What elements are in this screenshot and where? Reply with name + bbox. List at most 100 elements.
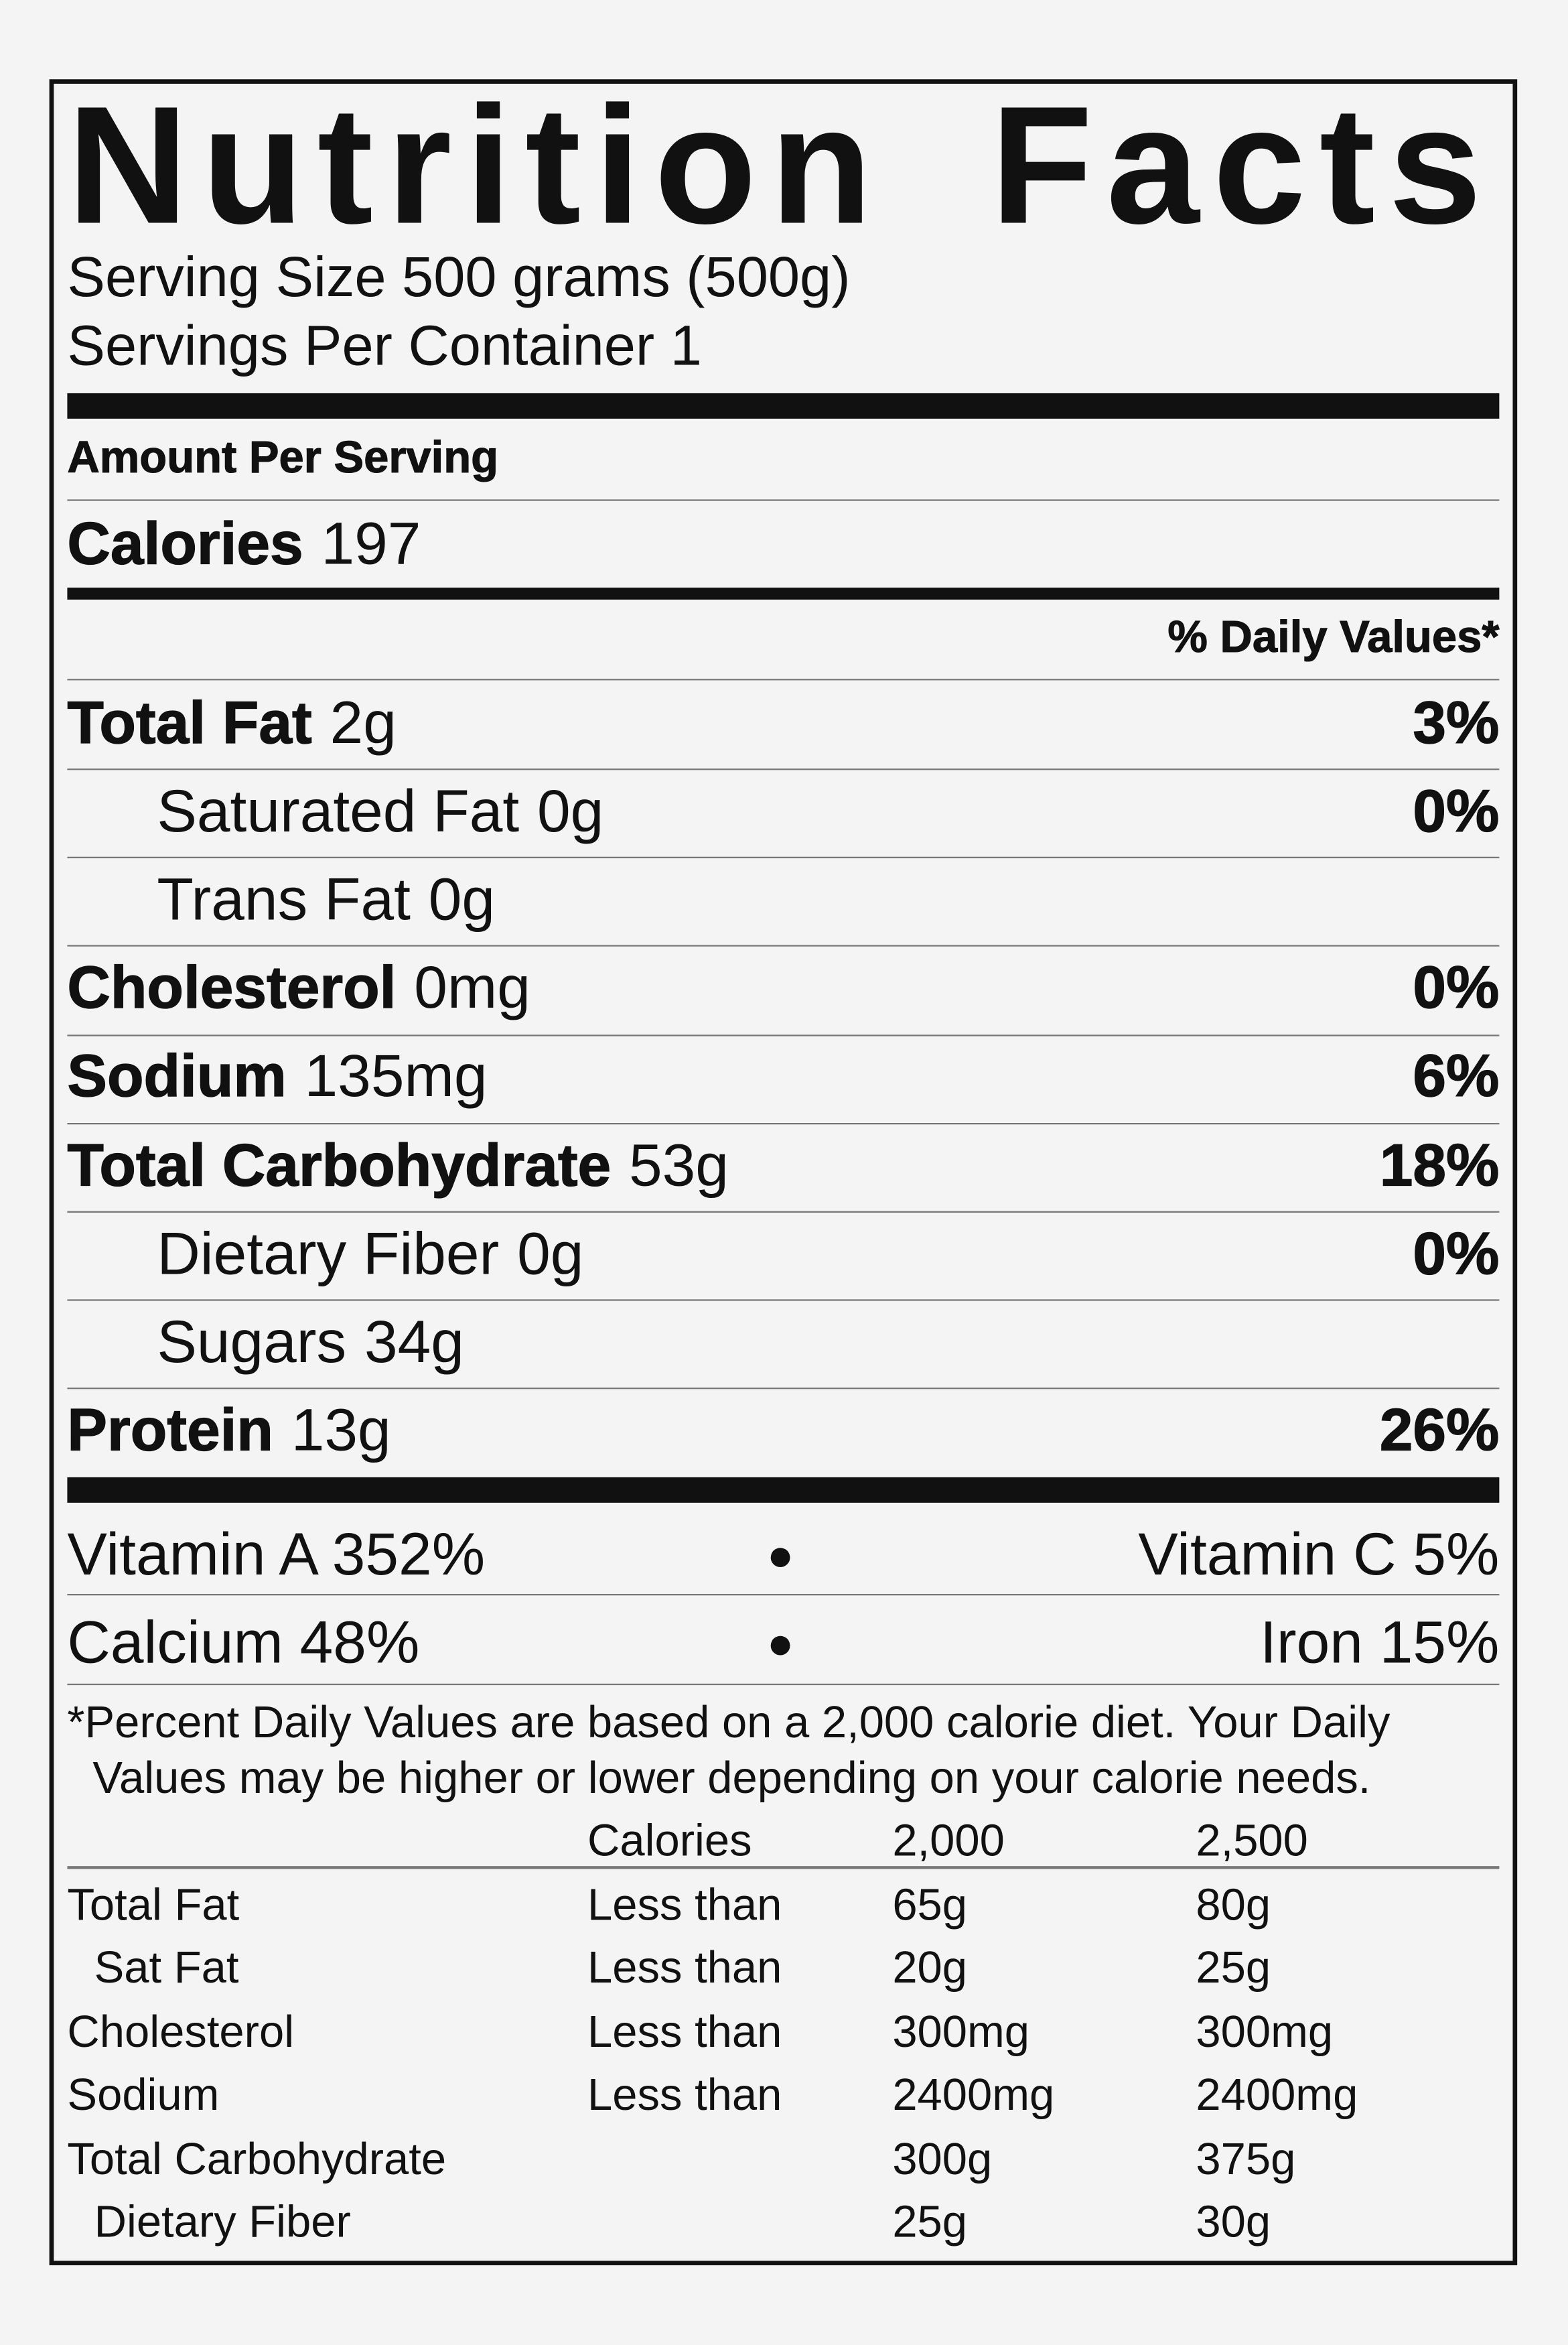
vitamin-row: Vitamin A 352% ● Vitamin C 5% xyxy=(67,1510,1499,1594)
ref-nutrient: Sat Fat xyxy=(94,1944,239,1994)
nutrient-name: Total Carbohydrate xyxy=(67,1132,612,1199)
daily-values-header: % Daily Values* xyxy=(1167,612,1500,663)
nutrient-row: Total Carbohydrate 53g 18% xyxy=(67,1123,1500,1209)
nutrient-label: Cholesterol 0mg xyxy=(67,955,530,1022)
divider xyxy=(67,1211,1500,1213)
nutrient-row: Saturated Fat 0g 0% xyxy=(67,769,1500,856)
ref-2000: 20g xyxy=(892,1944,968,1994)
nutrient-row: Protein 13g 26% xyxy=(67,1388,1500,1475)
reference-header: Calories 2,000 2,500 xyxy=(67,1817,1499,1880)
ref-2500: 30g xyxy=(1196,2198,1271,2248)
label-border xyxy=(49,79,1518,2266)
reference-row: Total Carbohydrate 300g 375g xyxy=(67,2135,1499,2198)
nutrient-amount: 0g xyxy=(537,779,604,845)
nutrient-daily-percent: 18% xyxy=(1379,1132,1500,1199)
ref-qualifier: Less than xyxy=(587,2071,782,2121)
nutrient-amount: 2g xyxy=(330,689,397,756)
nutrient-label: Total Fat 2g xyxy=(67,689,397,757)
bullet: ● xyxy=(766,1531,794,1581)
nutrient-label: Sodium 135mg xyxy=(67,1044,488,1111)
thick-divider xyxy=(67,1477,1500,1503)
label-title: Nutrition Facts xyxy=(67,72,1496,259)
divider xyxy=(67,679,1500,681)
ref-2000: 300g xyxy=(892,2134,993,2184)
calories-label: Calories xyxy=(67,510,304,577)
ref-2500: 80g xyxy=(1196,1881,1271,1931)
nutrient-amount: 0g xyxy=(428,867,496,933)
vitamin-a: Vitamin A 352% xyxy=(67,1522,486,1589)
nutrient-amount: 135mg xyxy=(304,1044,488,1110)
reference-row: Sodium Less than 2400mg 2400mg xyxy=(67,2071,1499,2134)
nutrient-amount: 13g xyxy=(291,1398,391,1465)
nutrient-daily-percent: 26% xyxy=(1379,1398,1500,1465)
divider xyxy=(67,1683,1500,1686)
nutrient-daily-percent: 0% xyxy=(1413,955,1500,1022)
nutrient-amount: 34g xyxy=(364,1309,464,1376)
ref-nutrient: Sodium xyxy=(67,2071,220,2121)
ref-header-2500: 2,500 xyxy=(1196,1816,1308,1867)
nutrient-name: Trans Fat xyxy=(157,867,411,933)
divider xyxy=(67,499,1500,501)
vitamin-row: Calcium 48% ● Iron 15% xyxy=(67,1599,1499,1682)
nutrient-row: Sodium 135mg 6% xyxy=(67,1034,1500,1121)
nutrient-name: Sugars xyxy=(157,1309,347,1376)
nutrient-row: Sugars 34g xyxy=(67,1300,1499,1386)
ref-2000: 65g xyxy=(892,1881,968,1931)
nutrient-amount: 0mg xyxy=(414,955,530,1022)
divider xyxy=(67,1034,1500,1036)
iron: Iron 15% xyxy=(1260,1610,1500,1676)
nutrient-row: Cholesterol 0mg 0% xyxy=(67,946,1500,1032)
ref-2500: 2400mg xyxy=(1196,2071,1358,2121)
nutrient-label: Total Carbohydrate 53g xyxy=(67,1132,729,1200)
nutrient-daily-percent: 6% xyxy=(1413,1044,1500,1111)
nutrient-name: Saturated Fat xyxy=(157,779,520,845)
footnote-line-2: Values may be higher or lower depending … xyxy=(92,1753,1371,1804)
nutrient-name: Cholesterol xyxy=(67,955,397,1022)
ref-nutrient: Cholesterol xyxy=(67,2007,295,2058)
reference-row: Total Fat Less than 65g 80g xyxy=(67,1881,1499,1944)
divider xyxy=(67,1866,1500,1869)
ref-2000: 300mg xyxy=(892,2007,1030,2058)
nutrient-amount: 53g xyxy=(628,1132,729,1199)
nutrient-label: Sugars 34g xyxy=(67,1310,464,1377)
footnote-line-1: *Percent Daily Values are based on a 2,0… xyxy=(67,1698,1391,1748)
ref-qualifier: Less than xyxy=(587,2007,782,2058)
thick-divider xyxy=(67,393,1500,419)
ref-2500: 300mg xyxy=(1196,2007,1334,2058)
divider xyxy=(67,945,1500,947)
nutrient-row: Dietary Fiber 0g 0% xyxy=(67,1211,1500,1298)
nutrient-daily-percent: 3% xyxy=(1413,689,1500,756)
nutrient-name: Dietary Fiber xyxy=(157,1221,500,1287)
ref-2500: 375g xyxy=(1196,2134,1296,2184)
ref-nutrient: Total Fat xyxy=(67,1881,240,1931)
divider xyxy=(67,1593,1500,1596)
divider xyxy=(67,1122,1500,1124)
nutrient-row: Trans Fat 0g xyxy=(67,858,1499,944)
calories-row: Calories 197 xyxy=(67,501,1499,588)
nutrient-amount: 0g xyxy=(517,1221,584,1287)
ref-header-calories: Calories xyxy=(587,1816,752,1867)
nutrient-name: Sodium xyxy=(67,1044,287,1111)
ref-2500: 25g xyxy=(1196,1944,1271,1994)
bullet: ● xyxy=(766,1619,794,1669)
ref-nutrient: Total Carbohydrate xyxy=(67,2134,447,2184)
divider xyxy=(67,857,1500,859)
calcium: Calcium 48% xyxy=(67,1610,420,1676)
divider xyxy=(67,1388,1500,1390)
ref-2000: 2400mg xyxy=(892,2071,1055,2121)
ref-nutrient: Dietary Fiber xyxy=(94,2198,351,2248)
nutrient-row: Total Fat 2g 3% xyxy=(67,680,1500,766)
ref-qualifier: Less than xyxy=(587,1881,782,1931)
amount-per-serving: Amount Per Serving xyxy=(67,433,499,484)
reference-row: Sat Fat Less than 20g 25g xyxy=(67,1944,1499,2007)
nutrient-name: Protein xyxy=(67,1398,274,1465)
nutrient-name: Total Fat xyxy=(67,689,313,756)
calories-value: 197 xyxy=(321,511,421,577)
ref-qualifier: Less than xyxy=(587,1944,782,1994)
nutrient-daily-percent: 0% xyxy=(1413,1221,1500,1288)
nutrient-daily-percent: 0% xyxy=(1413,778,1500,845)
nutrient-label: Saturated Fat 0g xyxy=(67,779,603,846)
divider xyxy=(67,768,1500,770)
reference-row: Cholesterol Less than 300mg 300mg xyxy=(67,2008,1499,2071)
